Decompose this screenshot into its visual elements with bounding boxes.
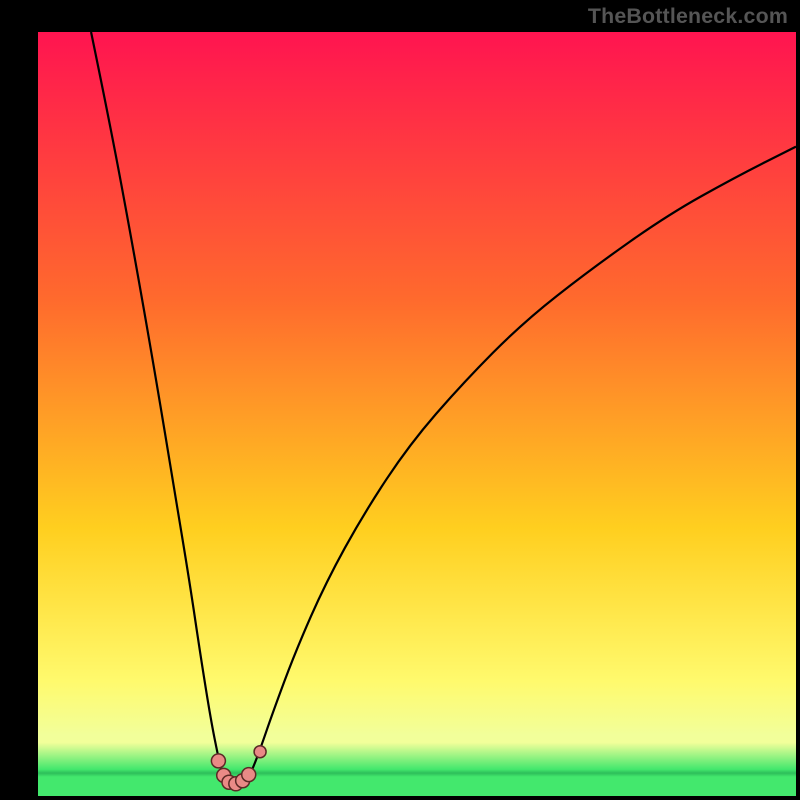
- curve-marker: [254, 746, 266, 758]
- curve-layer: [0, 0, 800, 800]
- chart-container: TheBottleneck.com: [0, 0, 800, 800]
- curve-marker: [211, 754, 225, 768]
- curve-marker: [242, 768, 256, 782]
- bottleneck-curve: [91, 32, 796, 785]
- curve-min-markers: [211, 746, 266, 791]
